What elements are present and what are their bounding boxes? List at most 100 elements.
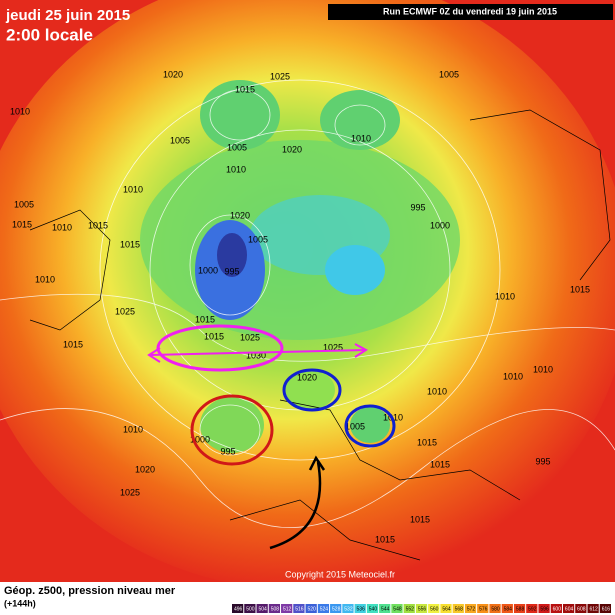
scale-swatch (244, 604, 256, 613)
scale-label: 500 (246, 606, 255, 612)
scale-label: 552 (406, 606, 415, 612)
scale-swatch (305, 604, 317, 613)
scale-swatch (379, 604, 391, 613)
scale-swatch (599, 604, 611, 613)
scale-swatch (317, 604, 330, 613)
isobar-label: 1010 (351, 133, 371, 143)
date-label: jeudi 25 juin 2015 (5, 7, 130, 24)
isobar-label: 1015 (195, 314, 215, 324)
scale-swatch (415, 604, 428, 613)
scale-label: 604 (565, 606, 574, 612)
isobar-label: 995 (535, 456, 550, 466)
annotation-arrow (147, 343, 368, 363)
scale-swatch (550, 604, 562, 613)
scale-swatch (293, 604, 305, 613)
scale-label: 496 (234, 606, 243, 612)
scale-swatch (575, 604, 587, 613)
isobar-label: 995 (224, 266, 239, 276)
scale-label: 560 (430, 606, 439, 612)
scale-label: 540 (369, 606, 378, 612)
scale-swatch (440, 604, 452, 613)
isobar-label: 1010 (427, 386, 447, 396)
scale-swatch (330, 604, 342, 613)
scale-label: 556 (418, 606, 427, 612)
scale-swatch (452, 604, 464, 613)
isobar-label: 1010 (123, 184, 143, 194)
scale-label: 532 (344, 606, 353, 612)
scale-swatch (403, 604, 415, 613)
scale-label: 528 (332, 606, 341, 612)
height-field (285, 370, 335, 410)
scale-label: 504 (258, 606, 267, 612)
scale-label: 612 (589, 606, 598, 612)
isobar-label: 1020 (282, 144, 302, 154)
scale-swatch (391, 604, 403, 613)
scale-swatch (526, 604, 538, 613)
isobar-labels: 1020 1025 1005 1010 1015 1005 1005 1010 1020 1010… (10, 69, 590, 544)
isobar-label: 1025 (115, 306, 135, 316)
scale-swatch (477, 604, 489, 613)
footer-lead: (+144h) (4, 598, 36, 608)
scale-swatch (268, 604, 281, 613)
isobar-label: 1010 (533, 364, 553, 374)
time-label: 2:00 locale (6, 25, 93, 44)
isobar-label: 1020 (297, 372, 317, 382)
annotation-circle (190, 394, 274, 466)
scale-swatch (464, 604, 477, 613)
height-field (200, 397, 264, 453)
scale-label: 572 (467, 606, 476, 612)
isobar-label: 1015 (570, 284, 590, 294)
annotation-circle (344, 404, 396, 448)
annotation-ellipse (156, 324, 284, 372)
isobar-label: 1015 (375, 534, 395, 544)
isobar-label: 1015 (235, 84, 255, 94)
isobar-label: 995 (410, 202, 425, 212)
isobar-label: 1000 (198, 265, 218, 275)
isobar-label: 1015 (204, 331, 224, 341)
isobar-label: 1005 (170, 135, 190, 145)
isobar-label: 1015 (12, 219, 32, 229)
scale-label: 580 (491, 606, 500, 612)
scale-label: 548 (393, 606, 402, 612)
scale-swatch (366, 604, 379, 613)
height-field (325, 245, 385, 295)
isobar-label: 1015 (88, 220, 108, 230)
isobar-lines (0, 79, 615, 529)
isobar-label: 1010 (10, 106, 30, 116)
scale-swatch (489, 604, 501, 613)
copyright: Copyright 2015 Meteociel.fr (285, 569, 395, 579)
isobar-label: 1015 (63, 339, 83, 349)
scale-label: 588 (516, 606, 525, 612)
isobar-label: 1010 (503, 371, 523, 381)
scale-swatch (232, 604, 244, 613)
isobar-label: 1005 (345, 421, 365, 431)
isobar-label: 1015 (120, 239, 140, 249)
isobar-label: 1010 (495, 291, 515, 301)
isobar-label: 1015 (417, 437, 437, 447)
isobar-label: 1015 (410, 514, 430, 524)
isobar-label: 1020 (135, 464, 155, 474)
isobar-label: 1005 (14, 199, 34, 209)
isobar-label: 1015 (430, 459, 450, 469)
scale-label: 568 (455, 606, 464, 612)
scale-swatch (428, 604, 440, 613)
scale-swatch (342, 604, 354, 613)
scale-label: 596 (540, 606, 549, 612)
scale-swatch (354, 604, 366, 613)
isobar-label: 1030 (246, 350, 266, 360)
scale-swatch (538, 604, 550, 613)
scale-swatch (501, 604, 513, 613)
height-field (217, 233, 247, 277)
isobar-label: 1020 (230, 210, 250, 220)
annotation-arrow (269, 455, 326, 550)
isobar-label: 1010 (226, 164, 246, 174)
isobar-label: 1005 (439, 69, 459, 79)
height-field (350, 407, 390, 443)
isobar-label: 995 (220, 446, 235, 456)
isobar-label: 1010 (52, 222, 72, 232)
scale-label: 576 (479, 606, 488, 612)
run-banner (328, 4, 613, 20)
scale-label: 616 (602, 606, 611, 612)
scale-label: 584 (504, 606, 513, 612)
